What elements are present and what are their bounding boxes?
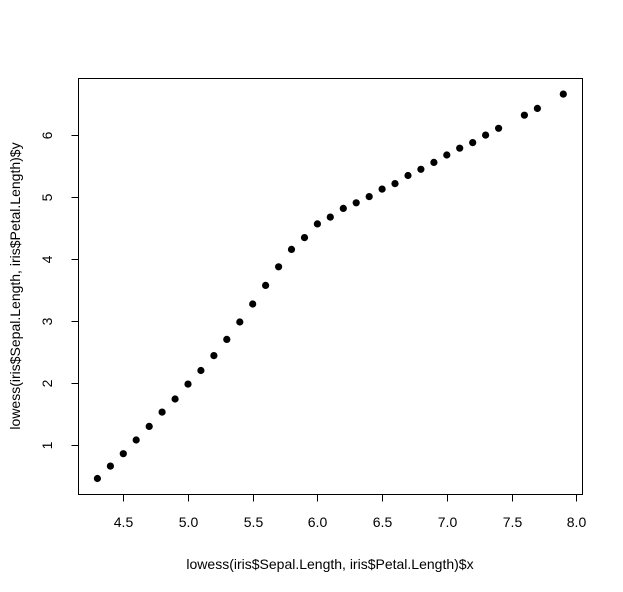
data-point	[249, 300, 257, 308]
x-tick-label: 6.5	[373, 514, 393, 530]
data-point	[533, 104, 542, 112]
data-point	[417, 165, 425, 173]
data-point	[184, 380, 192, 388]
data-point	[132, 436, 140, 444]
x-tick-label: 7.0	[438, 514, 458, 530]
data-point	[313, 220, 321, 228]
data-point	[197, 366, 205, 375]
data-point	[236, 318, 244, 326]
data-point	[300, 234, 309, 242]
y-tick-label: 3	[39, 317, 55, 325]
x-tick-label: 6.0	[308, 514, 328, 530]
data-point	[262, 281, 270, 289]
data-point	[93, 474, 101, 483]
data-point	[430, 158, 438, 166]
data-point	[520, 111, 529, 119]
data-point	[482, 131, 490, 139]
data-point	[378, 185, 386, 193]
data-point	[456, 144, 464, 152]
data-point	[326, 213, 334, 221]
data-point	[287, 245, 296, 253]
data-point	[145, 422, 153, 430]
data-point	[469, 139, 477, 147]
y-axis: 1 2 3 4 5 6	[39, 131, 79, 449]
data-point	[106, 462, 114, 470]
data-point	[223, 335, 231, 343]
y-tick-label: 2	[39, 379, 55, 387]
y-axis-title: lowess(iris$Sepal.Length, iris$Petal.Len…	[7, 142, 23, 429]
data-point	[158, 408, 166, 416]
data-point	[443, 151, 451, 159]
data-point	[210, 352, 218, 360]
data-point	[339, 204, 347, 212]
y-tick-label: 5	[39, 193, 55, 201]
data-point	[404, 171, 412, 180]
data-point	[559, 90, 567, 98]
data-point	[495, 124, 503, 132]
data-point	[171, 395, 179, 403]
data-point	[352, 199, 360, 207]
y-tick-label: 4	[39, 255, 55, 263]
y-tick-label: 1	[39, 441, 55, 449]
data-point	[365, 193, 373, 201]
data-point	[119, 450, 127, 458]
x-tick-label: 7.5	[503, 514, 523, 530]
data-points	[93, 90, 567, 483]
data-point	[275, 263, 283, 271]
data-point	[391, 180, 399, 188]
x-axis: 4.5 5.0 5.5 6.0 6.5 7.0 7.5 8.0	[114, 494, 587, 530]
x-tick-label: 5.5	[244, 514, 264, 530]
x-tick-label: 5.0	[179, 514, 199, 530]
x-axis-title: lowess(iris$Sepal.Length, iris$Petal.Len…	[186, 556, 473, 572]
y-tick-label: 6	[39, 131, 55, 139]
x-tick-label: 8.0	[567, 514, 587, 530]
x-tick-label: 4.5	[114, 514, 134, 530]
